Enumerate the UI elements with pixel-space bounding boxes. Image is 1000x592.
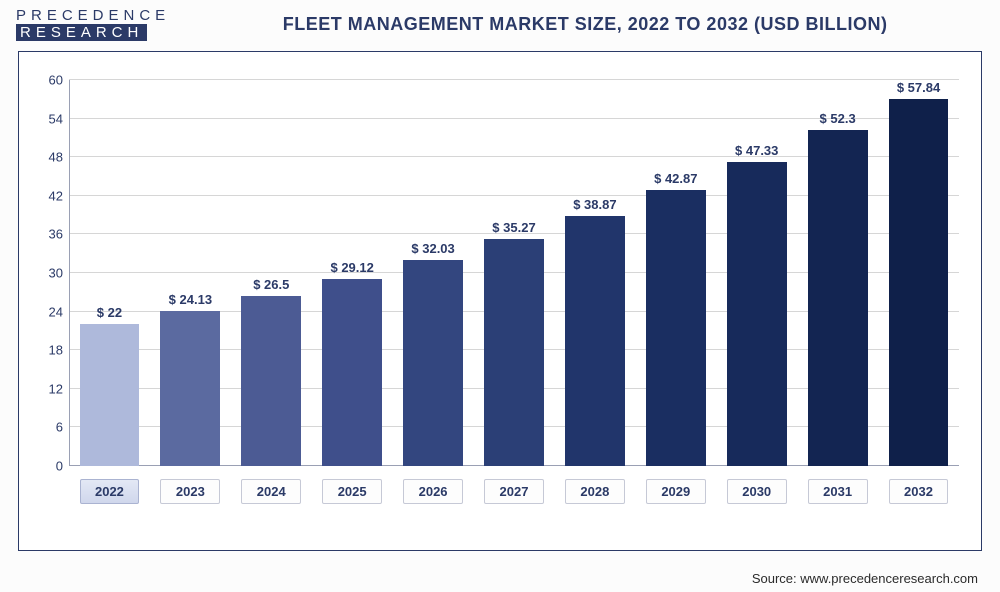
bar bbox=[889, 99, 949, 466]
logo-line2: RESEARCH bbox=[16, 24, 147, 41]
bar-column: $ 32.03 bbox=[393, 80, 474, 466]
source-attribution: Source: www.precedenceresearch.com bbox=[752, 571, 978, 586]
y-tick: 12 bbox=[49, 381, 63, 396]
x-label-box: 2027 bbox=[474, 466, 555, 510]
bar-value-label: $ 38.87 bbox=[573, 197, 616, 212]
x-label-box: 2024 bbox=[231, 466, 312, 510]
logo-line1: PRECEDENCE bbox=[16, 8, 170, 23]
bar bbox=[403, 260, 463, 466]
bar bbox=[808, 130, 868, 466]
x-category-label: 2027 bbox=[484, 479, 544, 504]
x-label-box: 2031 bbox=[797, 466, 878, 510]
x-category-label: 2028 bbox=[565, 479, 625, 504]
bar bbox=[727, 162, 787, 466]
bar-column: $ 24.13 bbox=[150, 80, 231, 466]
bar-column: $ 29.12 bbox=[312, 80, 393, 466]
bar bbox=[646, 190, 706, 466]
bar bbox=[241, 296, 301, 466]
bar-value-label: $ 32.03 bbox=[411, 241, 454, 256]
y-tick: 18 bbox=[49, 343, 63, 358]
bar-column: $ 38.87 bbox=[554, 80, 635, 466]
x-category-label: 2029 bbox=[646, 479, 706, 504]
y-tick: 48 bbox=[49, 150, 63, 165]
bars: $ 22 $ 24.13 $ 26.5 $ 29.12 $ 32.03 $ 35.27 $ … bbox=[69, 80, 959, 466]
x-category-label: 2022 bbox=[80, 479, 140, 504]
bar bbox=[80, 324, 140, 466]
x-category-label: 2031 bbox=[808, 479, 868, 504]
bar-value-label: $ 29.12 bbox=[330, 260, 373, 275]
header: PRECEDENCE RESEARCH FLEET MANAGEMENT MAR… bbox=[0, 0, 1000, 45]
x-label-box: 2029 bbox=[635, 466, 716, 510]
bar bbox=[160, 311, 220, 466]
bar-column: $ 22 bbox=[69, 80, 150, 466]
bar bbox=[484, 239, 544, 466]
x-label-box: 2022 bbox=[69, 466, 150, 510]
bar-value-label: $ 52.3 bbox=[820, 111, 856, 126]
y-tick: 24 bbox=[49, 304, 63, 319]
x-label-box: 2032 bbox=[878, 466, 959, 510]
bar-column: $ 35.27 bbox=[474, 80, 555, 466]
x-label-box: 2028 bbox=[554, 466, 635, 510]
x-label-box: 2025 bbox=[312, 466, 393, 510]
bar-value-label: $ 57.84 bbox=[897, 80, 940, 95]
bar-column: $ 57.84 bbox=[878, 80, 959, 466]
chart-title: FLEET MANAGEMENT MARKET SIZE, 2022 TO 20… bbox=[186, 14, 984, 35]
x-category-label: 2023 bbox=[160, 479, 220, 504]
x-category-label: 2030 bbox=[727, 479, 787, 504]
bar-value-label: $ 35.27 bbox=[492, 220, 535, 235]
title-wrap: FLEET MANAGEMENT MARKET SIZE, 2022 TO 20… bbox=[186, 14, 984, 35]
y-tick: 42 bbox=[49, 188, 63, 203]
x-category-label: 2025 bbox=[322, 479, 382, 504]
bar-column: $ 52.3 bbox=[797, 80, 878, 466]
bar-column: $ 42.87 bbox=[635, 80, 716, 466]
plot-area: 06121824303642485460 $ 22$ 24.13$ 26.5$ … bbox=[35, 80, 965, 510]
y-tick: 6 bbox=[56, 420, 63, 435]
bar-column: $ 26.5 bbox=[231, 80, 312, 466]
bar-column: $ 47.33 bbox=[716, 80, 797, 466]
bar-value-label: $ 47.33 bbox=[735, 143, 778, 158]
bar-value-label: $ 42.87 bbox=[654, 171, 697, 186]
y-tick: 54 bbox=[49, 111, 63, 126]
y-tick: 30 bbox=[49, 266, 63, 281]
y-tick: 60 bbox=[49, 73, 63, 88]
chart-container: PRECEDENCE RESEARCH FLEET MANAGEMENT MAR… bbox=[0, 0, 1000, 592]
bar-value-label: $ 22 bbox=[97, 305, 122, 320]
x-category-label: 2024 bbox=[241, 479, 301, 504]
y-axis: 06121824303642485460 bbox=[35, 80, 69, 466]
bar bbox=[322, 279, 382, 466]
chart-box: 06121824303642485460 $ 22$ 24.13$ 26.5$ … bbox=[18, 51, 982, 551]
x-label-box: 2030 bbox=[716, 466, 797, 510]
x-label-box: 2023 bbox=[150, 466, 231, 510]
logo: PRECEDENCE RESEARCH bbox=[16, 8, 170, 41]
y-tick: 0 bbox=[56, 459, 63, 474]
bar-value-label: $ 26.5 bbox=[253, 277, 289, 292]
bar-value-label: $ 24.13 bbox=[169, 292, 212, 307]
x-category-label: 2032 bbox=[889, 479, 949, 504]
x-label-box: 2026 bbox=[393, 466, 474, 510]
y-tick: 36 bbox=[49, 227, 63, 242]
x-category-label: 2026 bbox=[403, 479, 463, 504]
x-axis-labels: 2022 2023 2024 2025 2026 2027 2028 2029 2030 2031… bbox=[69, 466, 959, 510]
bar bbox=[565, 216, 625, 466]
